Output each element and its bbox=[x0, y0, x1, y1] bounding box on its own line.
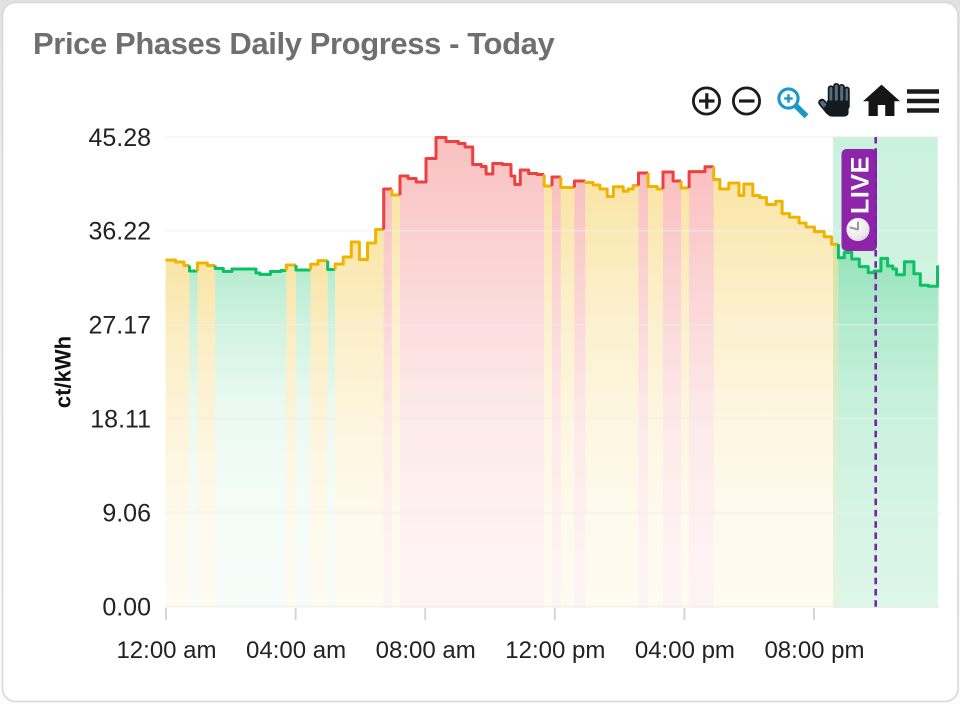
svg-text:0.00: 0.00 bbox=[102, 594, 151, 622]
svg-text:18.11: 18.11 bbox=[90, 406, 151, 434]
svg-text:04:00 am: 04:00 am bbox=[246, 637, 346, 664]
svg-text:04:00 pm: 04:00 pm bbox=[635, 637, 735, 664]
svg-text:12:00 am: 12:00 am bbox=[116, 637, 216, 664]
svg-text:08:00 pm: 08:00 pm bbox=[764, 637, 864, 664]
svg-text:ct/kWh: ct/kWh bbox=[51, 336, 76, 408]
svg-text:36.22: 36.22 bbox=[88, 218, 151, 246]
svg-text:LIVE: LIVE bbox=[847, 156, 875, 214]
svg-text:45.28: 45.28 bbox=[88, 124, 151, 152]
svg-text:08:00 am: 08:00 am bbox=[376, 637, 476, 664]
svg-text:9.06: 9.06 bbox=[102, 500, 151, 528]
svg-text:27.17: 27.17 bbox=[88, 312, 151, 340]
svg-text:12:00 pm: 12:00 pm bbox=[505, 637, 605, 664]
svg-text:Price Phases Daily Progress -: Price Phases Daily Progress - Today bbox=[33, 26, 555, 61]
